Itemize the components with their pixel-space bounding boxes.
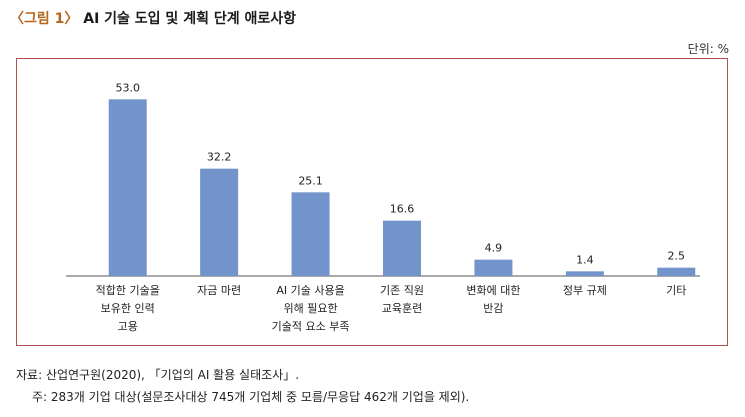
chart-title: AI 기술 도입 및 계획 단계 애로사항 (83, 11, 296, 27)
category-label-line: 기존 직원 (380, 284, 424, 297)
category-label-line: 교육훈련 (382, 302, 422, 315)
bar (291, 192, 330, 276)
category-label-line: 자금 마련 (197, 284, 241, 297)
category-label-line: 보유한 인력 (101, 302, 155, 315)
category-label-line: 위해 필요한 (284, 301, 338, 315)
bar-value-label: 16.6 (390, 203, 415, 216)
bar-value-label: 25.1 (298, 174, 323, 187)
unit-label: 단위: % (687, 42, 729, 56)
footnote: 주: 283개 기업 대상(설문조사대상 745개 기업체 중 모름/무응답 4… (32, 390, 470, 404)
bar-value-label: 4.9 (485, 242, 503, 255)
category-label: 기타 (666, 284, 686, 297)
chart-frame (16, 58, 728, 346)
bar (108, 99, 147, 276)
category-label-line: 정부 규제 (563, 284, 607, 297)
bar (565, 271, 604, 276)
category-label-line: 기타 (666, 284, 686, 297)
bar-value-label: 53.0 (115, 81, 140, 94)
category-label-line: AI 기술 사용을 (276, 284, 344, 297)
bar-value-label: 32.2 (207, 151, 232, 164)
bar (383, 220, 421, 276)
figure-title-row: 〈그림 1〉 AI 기술 도입 및 계획 단계 애로사항 (10, 8, 296, 28)
category-label-line: 기술적 요소 부족 (272, 320, 350, 333)
bar (200, 168, 239, 276)
bar (474, 259, 513, 276)
category-label: 자금 마련 (197, 284, 241, 297)
category-label: 정부 규제 (563, 284, 607, 297)
category-label-line: 적합한 기술을 (96, 284, 160, 297)
category-label-line: 반감 (483, 302, 503, 315)
category-label-line: 고용 (118, 320, 138, 333)
bar-value-label: 1.4 (576, 253, 594, 266)
bar-value-label: 2.5 (668, 250, 686, 263)
figure-number: 〈그림 1〉 (10, 11, 79, 27)
bar (657, 267, 696, 276)
source-note: 자료: 산업연구원(2020), 「기업의 AI 활용 실태조사」. (16, 368, 300, 382)
category-label-line: 변화에 대한 (466, 284, 520, 297)
